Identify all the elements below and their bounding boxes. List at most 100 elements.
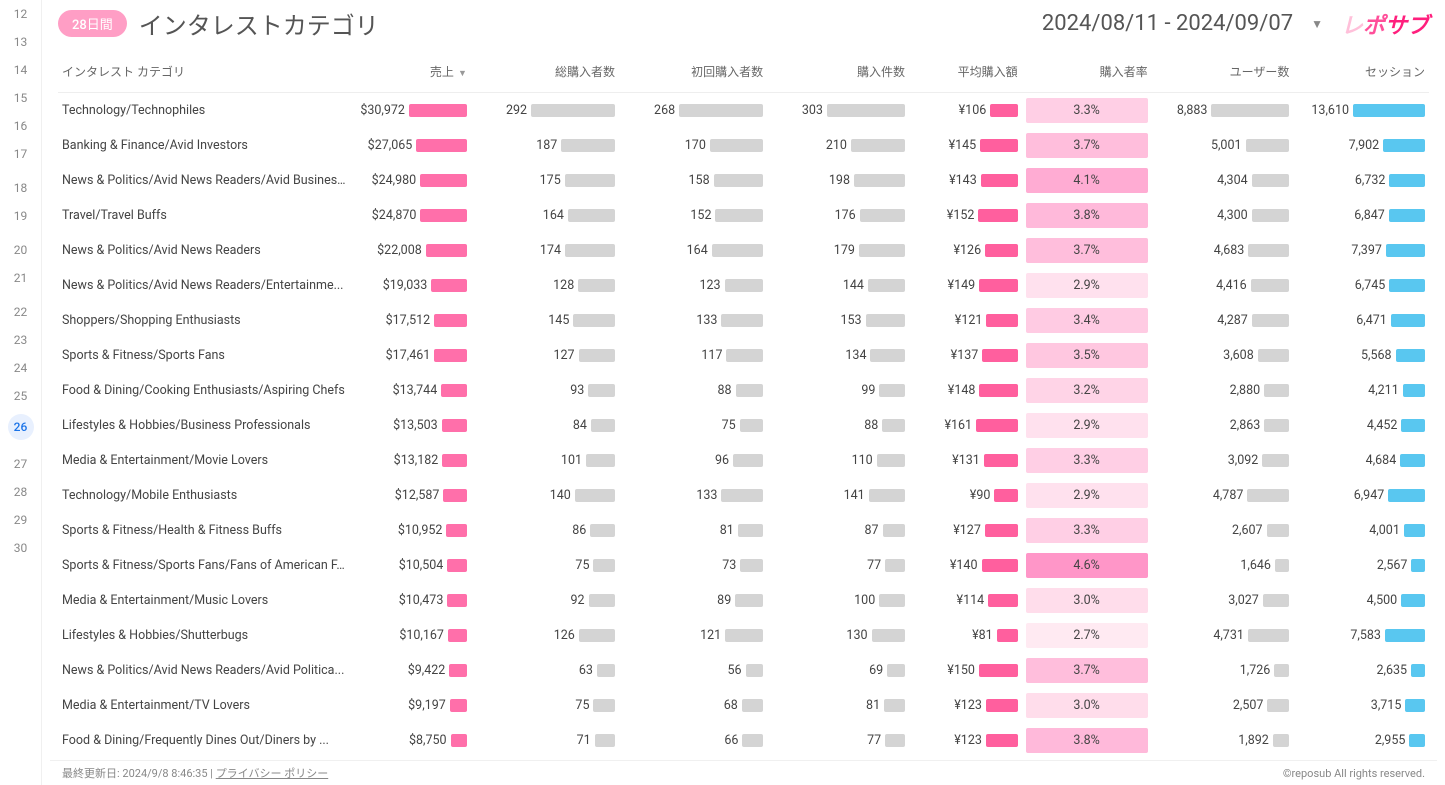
cell-sales: $10,504 bbox=[350, 548, 471, 583]
cell-sessions: 4,001 bbox=[1293, 513, 1429, 548]
cell-sales: $13,182 bbox=[350, 443, 471, 478]
cell-rate: 3.0% bbox=[1022, 583, 1152, 618]
table-row[interactable]: Media & Entertainment/TV Lovers$9,197756… bbox=[58, 688, 1429, 723]
cell-rate: 3.7% bbox=[1022, 128, 1152, 163]
col-header-avg[interactable]: 平均購入額 bbox=[909, 57, 1022, 93]
table-row[interactable]: Media & Entertainment/Movie Lovers$13,18… bbox=[58, 443, 1429, 478]
cell-sales: $24,870 bbox=[350, 198, 471, 233]
cell-rate: 3.8% bbox=[1022, 198, 1152, 233]
table-row[interactable]: News & Politics/Avid News Readers/Avid B… bbox=[58, 163, 1429, 198]
table-row[interactable]: Food & Dining/Cooking Enthusiasts/Aspiri… bbox=[58, 373, 1429, 408]
sidebar-item-19[interactable]: 19 bbox=[0, 202, 41, 230]
main-content: 28日間 インタレストカテゴリ 2024/08/11 - 2024/09/07 … bbox=[42, 0, 1445, 785]
cell-avg: ¥140 bbox=[909, 548, 1022, 583]
table-row[interactable]: Sports & Fitness/Sports Fans$17,46112711… bbox=[58, 338, 1429, 373]
cell-category: Technology/Technophiles bbox=[58, 93, 350, 129]
cell-purchases: 198 bbox=[767, 163, 909, 198]
sidebar-item-13[interactable]: 13 bbox=[0, 28, 41, 56]
table-row[interactable]: News & Politics/Avid News Readers/Avid P… bbox=[58, 653, 1429, 688]
cell-sessions: 2,955 bbox=[1293, 723, 1429, 758]
sidebar-item-25[interactable]: 25 bbox=[0, 382, 41, 410]
cell-buyers: 92 bbox=[471, 583, 619, 618]
cell-category: Travel/Travel Buffs bbox=[58, 198, 350, 233]
table-container: インタレスト カテゴリ売上 ▼総購入者数初回購入者数購入件数平均購入額購入者率ユ… bbox=[50, 57, 1437, 760]
cell-buyers: 75 bbox=[471, 548, 619, 583]
cell-users: 3,608 bbox=[1152, 338, 1294, 373]
sidebar-item-22[interactable]: 22 bbox=[0, 298, 41, 326]
cell-sales: $17,461 bbox=[350, 338, 471, 373]
sidebar-item-21[interactable]: 21 bbox=[0, 264, 41, 292]
footer: 最終更新日: 2024/9/8 8:46:35 | プライバシー ポリシー ©r… bbox=[50, 760, 1437, 785]
cell-users: 4,287 bbox=[1152, 303, 1294, 338]
cell-sessions: 3,715 bbox=[1293, 688, 1429, 723]
table-row[interactable]: Sports & Fitness/Sports Fans/Fans of Ame… bbox=[58, 548, 1429, 583]
table-row[interactable]: Sports & Fitness/Health & Fitness Buffs$… bbox=[58, 513, 1429, 548]
table-row[interactable]: Technology/Technophiles$30,972292268303¥… bbox=[58, 93, 1429, 129]
cell-avg: ¥145 bbox=[909, 128, 1022, 163]
sidebar-item-12[interactable]: 12 bbox=[0, 0, 41, 28]
cell-sales: $17,512 bbox=[350, 303, 471, 338]
cell-buyers: 174 bbox=[471, 233, 619, 268]
col-header-buyers[interactable]: 総購入者数 bbox=[471, 57, 619, 93]
sidebar-item-17[interactable]: 17 bbox=[0, 140, 41, 168]
date-dropdown-icon[interactable]: ▼ bbox=[1311, 17, 1323, 31]
col-header-purchases[interactable]: 購入件数 bbox=[767, 57, 909, 93]
table-row[interactable]: Technology/Mobile Enthusiasts$12,5871401… bbox=[58, 478, 1429, 513]
period-badge: 28日間 bbox=[58, 10, 127, 37]
table-row[interactable]: News & Politics/Avid News Readers/Entert… bbox=[58, 268, 1429, 303]
cell-users: 2,863 bbox=[1152, 408, 1294, 443]
cell-sessions: 6,732 bbox=[1293, 163, 1429, 198]
col-header-sales[interactable]: 売上 ▼ bbox=[350, 57, 471, 93]
col-header-category[interactable]: インタレスト カテゴリ bbox=[58, 57, 350, 93]
cell-first_buyers: 56 bbox=[619, 653, 767, 688]
cell-buyers: 187 bbox=[471, 128, 619, 163]
cell-avg: ¥123 bbox=[909, 688, 1022, 723]
cell-rate: 3.8% bbox=[1022, 723, 1152, 758]
sidebar-item-23[interactable]: 23 bbox=[0, 326, 41, 354]
col-header-sessions[interactable]: セッション bbox=[1293, 57, 1429, 93]
sidebar-item-16[interactable]: 16 bbox=[0, 112, 41, 140]
cell-first_buyers: 68 bbox=[619, 688, 767, 723]
cell-first_buyers: 89 bbox=[619, 583, 767, 618]
sidebar-item-30[interactable]: 30 bbox=[0, 534, 41, 562]
cell-users: 4,416 bbox=[1152, 268, 1294, 303]
table-row[interactable]: News & Politics/Avid News Readers$22,008… bbox=[58, 233, 1429, 268]
sidebar-item-28[interactable]: 28 bbox=[0, 478, 41, 506]
cell-users: 1,726 bbox=[1152, 653, 1294, 688]
sidebar-item-27[interactable]: 27 bbox=[0, 450, 41, 478]
cell-first_buyers: 152 bbox=[619, 198, 767, 233]
table-row[interactable]: Lifestyles & Hobbies/Shutterbugs$10,1671… bbox=[58, 618, 1429, 653]
sidebar-item-20[interactable]: 20 bbox=[0, 236, 41, 264]
table-row[interactable]: Travel/Travel Buffs$24,870164152176¥1523… bbox=[58, 198, 1429, 233]
cell-sales: $19,033 bbox=[350, 268, 471, 303]
table-row[interactable]: Shoppers/Shopping Enthusiasts$17,5121451… bbox=[58, 303, 1429, 338]
cell-category: Food & Dining/Frequently Dines Out/Diner… bbox=[58, 723, 350, 758]
cell-avg: ¥114 bbox=[909, 583, 1022, 618]
table-row[interactable]: Lifestyles & Hobbies/Business Profession… bbox=[58, 408, 1429, 443]
table-row[interactable]: Banking & Finance/Avid Investors$27,0651… bbox=[58, 128, 1429, 163]
cell-avg: ¥161 bbox=[909, 408, 1022, 443]
sidebar-item-15[interactable]: 15 bbox=[0, 84, 41, 112]
privacy-link[interactable]: プライバシー ポリシー bbox=[216, 767, 329, 780]
sidebar-item-14[interactable]: 14 bbox=[0, 56, 41, 84]
sidebar-item-24[interactable]: 24 bbox=[0, 354, 41, 382]
date-range[interactable]: 2024/08/11 - 2024/09/07 bbox=[1042, 11, 1293, 36]
col-header-rate[interactable]: 購入者率 bbox=[1022, 57, 1152, 93]
cell-category: Lifestyles & Hobbies/Business Profession… bbox=[58, 408, 350, 443]
sidebar-item-29[interactable]: 29 bbox=[0, 506, 41, 534]
cell-buyers: 128 bbox=[471, 268, 619, 303]
table-row[interactable]: Food & Dining/Frequently Dines Out/Diner… bbox=[58, 723, 1429, 758]
cell-rate: 3.0% bbox=[1022, 688, 1152, 723]
col-header-users[interactable]: ユーザー数 bbox=[1152, 57, 1294, 93]
cell-first_buyers: 66 bbox=[619, 723, 767, 758]
cell-avg: ¥149 bbox=[909, 268, 1022, 303]
cell-sessions: 6,947 bbox=[1293, 478, 1429, 513]
page-sidebar: 121314151617 1819 2021 22232425 26 27282930 bbox=[0, 0, 42, 785]
cell-first_buyers: 88 bbox=[619, 373, 767, 408]
cell-buyers: 101 bbox=[471, 443, 619, 478]
sidebar-item-26[interactable]: 26 bbox=[8, 414, 34, 440]
table-row[interactable]: Media & Entertainment/Music Lovers$10,47… bbox=[58, 583, 1429, 618]
col-header-first_buyers[interactable]: 初回購入者数 bbox=[619, 57, 767, 93]
cell-rate: 2.9% bbox=[1022, 478, 1152, 513]
sidebar-item-18[interactable]: 18 bbox=[0, 174, 41, 202]
